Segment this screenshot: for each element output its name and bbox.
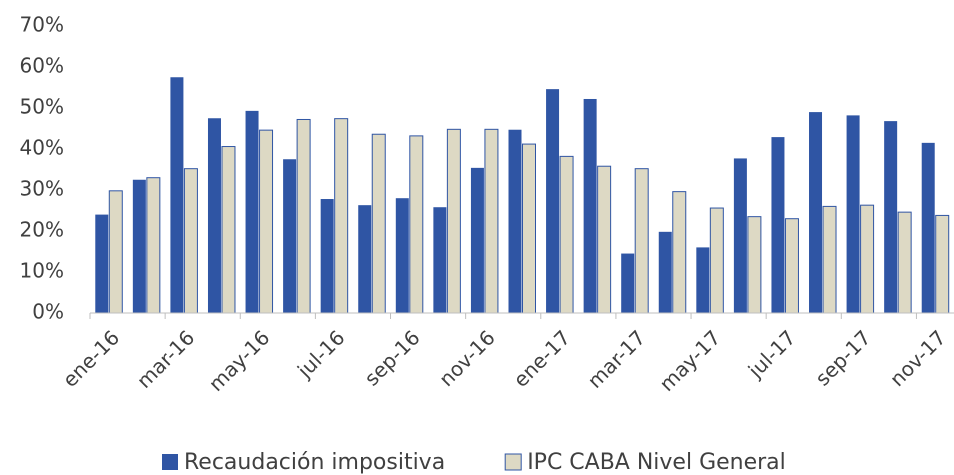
bar [771,137,785,313]
bar [672,191,687,314]
x-tick-label: ene-17 [509,325,575,391]
x-tick-label: may-16 [204,325,275,396]
bar [597,165,612,314]
bar [508,129,522,313]
bar [634,168,649,314]
bar [371,133,386,314]
y-tick-label: 20% [20,218,64,242]
y-tick-label: 30% [20,177,64,201]
bar [484,128,499,314]
bar [108,190,123,314]
bar [183,168,198,314]
bar [245,110,259,314]
bar [395,198,409,313]
x-tick-label: mar-17 [583,325,650,392]
bar [658,231,672,313]
bar [860,204,875,314]
x-tick-label: sep-17 [810,325,875,390]
bar [334,118,349,314]
bar [146,177,161,314]
bar [320,199,334,313]
bar [207,118,221,313]
y-tick-label: 40% [20,136,64,160]
bar [546,89,560,313]
x-tick-label: may-17 [655,325,726,396]
x-tick-label: nov-16 [434,325,500,391]
bar [621,253,635,313]
bar [95,214,109,313]
bar [522,143,536,314]
bar [259,129,274,314]
legend-swatch [162,454,178,470]
bar [221,146,236,314]
bar [696,247,710,313]
bar [733,158,747,313]
y-tick-label: 70% [20,13,64,37]
bar [747,216,762,314]
y-tick-label: 0% [32,300,64,324]
bar [784,218,799,314]
x-tick-label: jul-16 [292,325,350,383]
y-tick-label: 10% [20,259,64,283]
x-tick-label: sep-16 [360,325,425,390]
bar [809,112,823,313]
bar [283,159,297,313]
y-tick-label: 60% [20,54,64,78]
bar [559,155,574,314]
bar [433,207,447,313]
bar [846,115,860,313]
bar [709,207,724,314]
bar [409,135,424,314]
x-tick-label: mar-16 [132,325,199,392]
bar [358,205,372,313]
legend-label: IPC CABA Nivel General [527,450,786,475]
bar [897,211,912,314]
bar [583,98,597,313]
bar [921,142,935,313]
x-tick-label: jul-17 [743,325,801,383]
x-tick-label: nov-17 [885,325,951,391]
bar [822,205,837,314]
bar [884,121,898,314]
y-tick-label: 50% [20,95,64,119]
x-tick-label: ene-16 [58,325,124,391]
bar [296,118,311,314]
bar [935,214,950,314]
bar [132,179,146,313]
bar [446,128,461,314]
bar [170,77,184,313]
legend-label: Recaudación impositiva [184,450,445,475]
bar [470,167,484,313]
legend-swatch [504,453,522,471]
